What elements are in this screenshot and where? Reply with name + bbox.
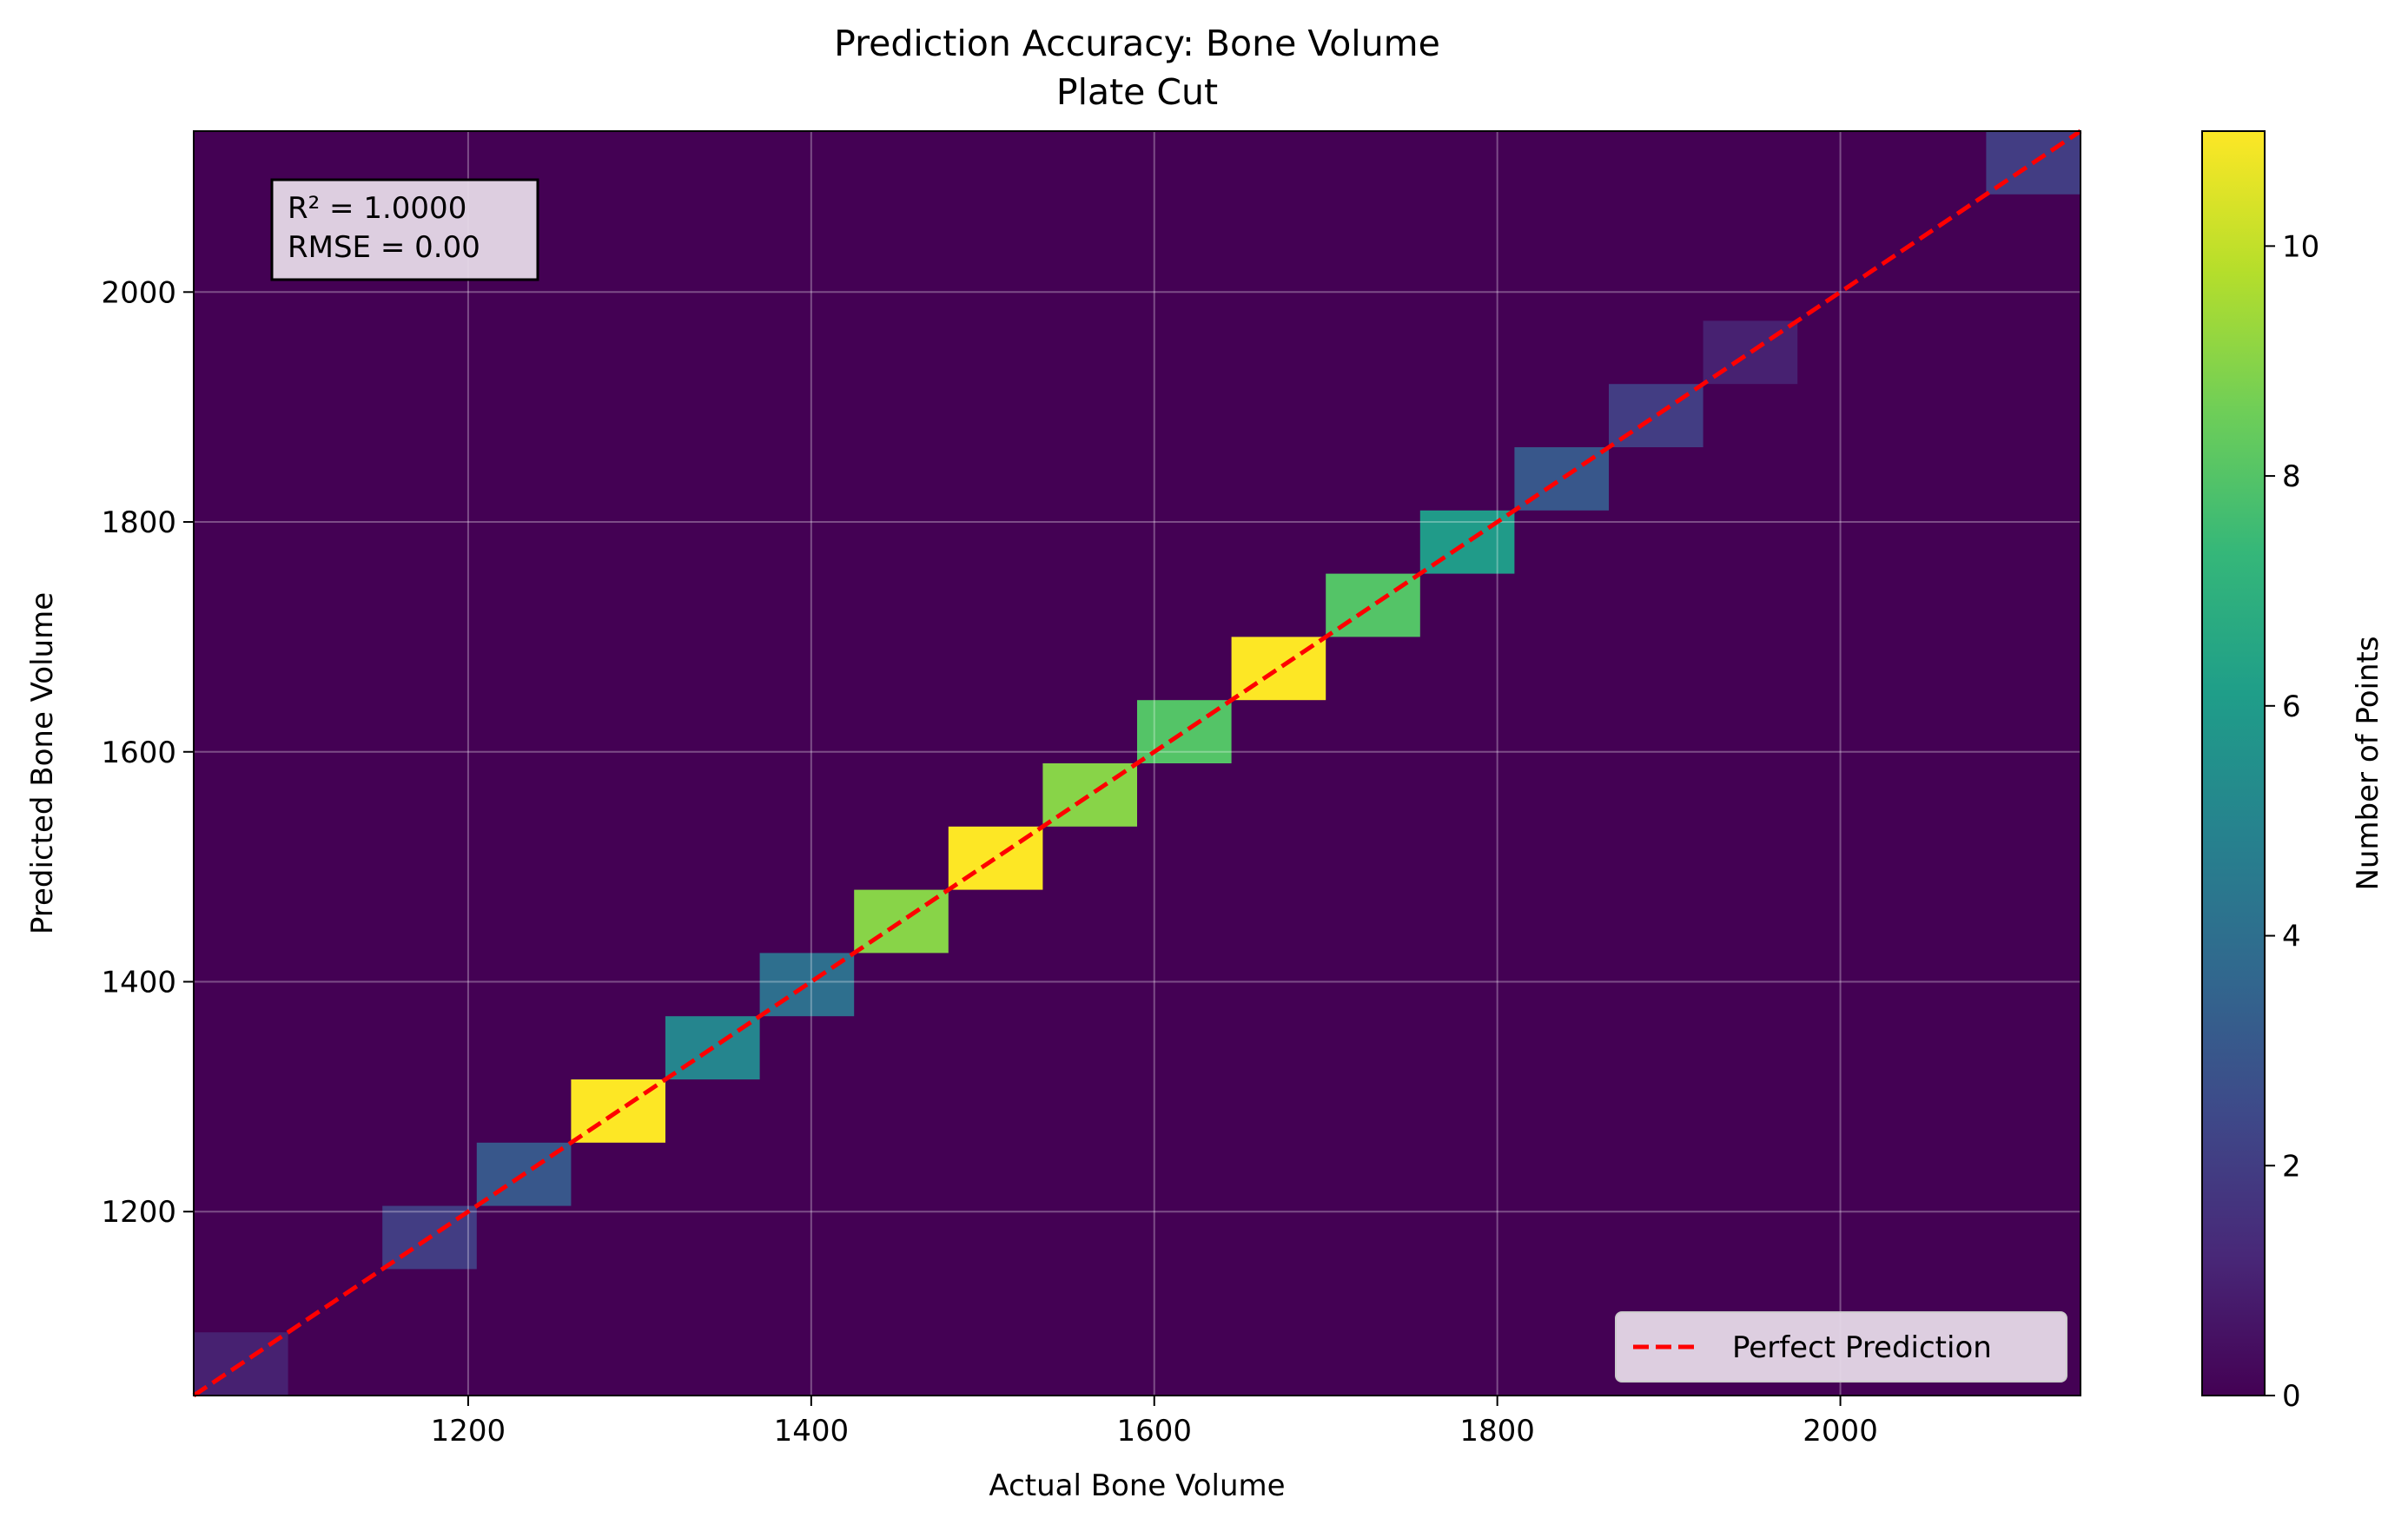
- y-axis-label: Predicted Bone Volume: [25, 592, 60, 934]
- x-axis-label: Actual Bone Volume: [989, 1468, 1285, 1503]
- colorbar-gradient: [2201, 130, 2266, 1396]
- stats-r2: R² = 1.0000: [288, 191, 466, 226]
- plot-area: [192, 129, 2082, 1398]
- colorbar-tick-label: 2: [2282, 1149, 2301, 1184]
- chart-subtitle: Plate Cut: [1056, 71, 1218, 113]
- y-tick-label: 1400: [101, 965, 176, 1000]
- legend-label-perfect-prediction: Perfect Prediction: [1732, 1330, 1992, 1365]
- colorbar-tick-label: 6: [2282, 690, 2301, 724]
- stats-box: [270, 178, 539, 281]
- x-tick-label: 1800: [1459, 1414, 1535, 1449]
- colorbar-tick-label: 8: [2282, 459, 2301, 494]
- colorbar-tick-label: 0: [2282, 1379, 2301, 1414]
- y-tick-label: 1600: [101, 736, 176, 770]
- plot-frame: [193, 130, 2081, 1396]
- y-tick-label: 1200: [101, 1195, 176, 1230]
- y-tick-label: 1800: [101, 505, 176, 540]
- legend-box: [1615, 1311, 2067, 1383]
- x-tick-label: 1200: [431, 1414, 506, 1449]
- legend: Perfect Prediction: [1615, 1311, 2067, 1383]
- perfect-prediction-line: [192, 129, 2082, 1398]
- stats-rmse: RMSE = 0.00: [288, 230, 480, 265]
- colorbar: 0 2 4 6 8 10 Number of Points: [2201, 130, 2385, 1414]
- chart-title: Prediction Accuracy: Bone Volume: [834, 23, 1440, 64]
- stats-annotation: R² = 1.0000 RMSE = 0.00: [270, 178, 539, 281]
- colorbar-label: Number of Points: [2351, 636, 2385, 890]
- y-tick-label: 2000: [101, 275, 176, 310]
- x-tick-label: 1400: [774, 1414, 850, 1449]
- x-tick-label: 1600: [1116, 1414, 1192, 1449]
- colorbar-tick-label: 10: [2282, 229, 2319, 264]
- colorbar-tick-label: 4: [2282, 920, 2301, 954]
- x-tick-label: 2000: [1803, 1414, 1878, 1449]
